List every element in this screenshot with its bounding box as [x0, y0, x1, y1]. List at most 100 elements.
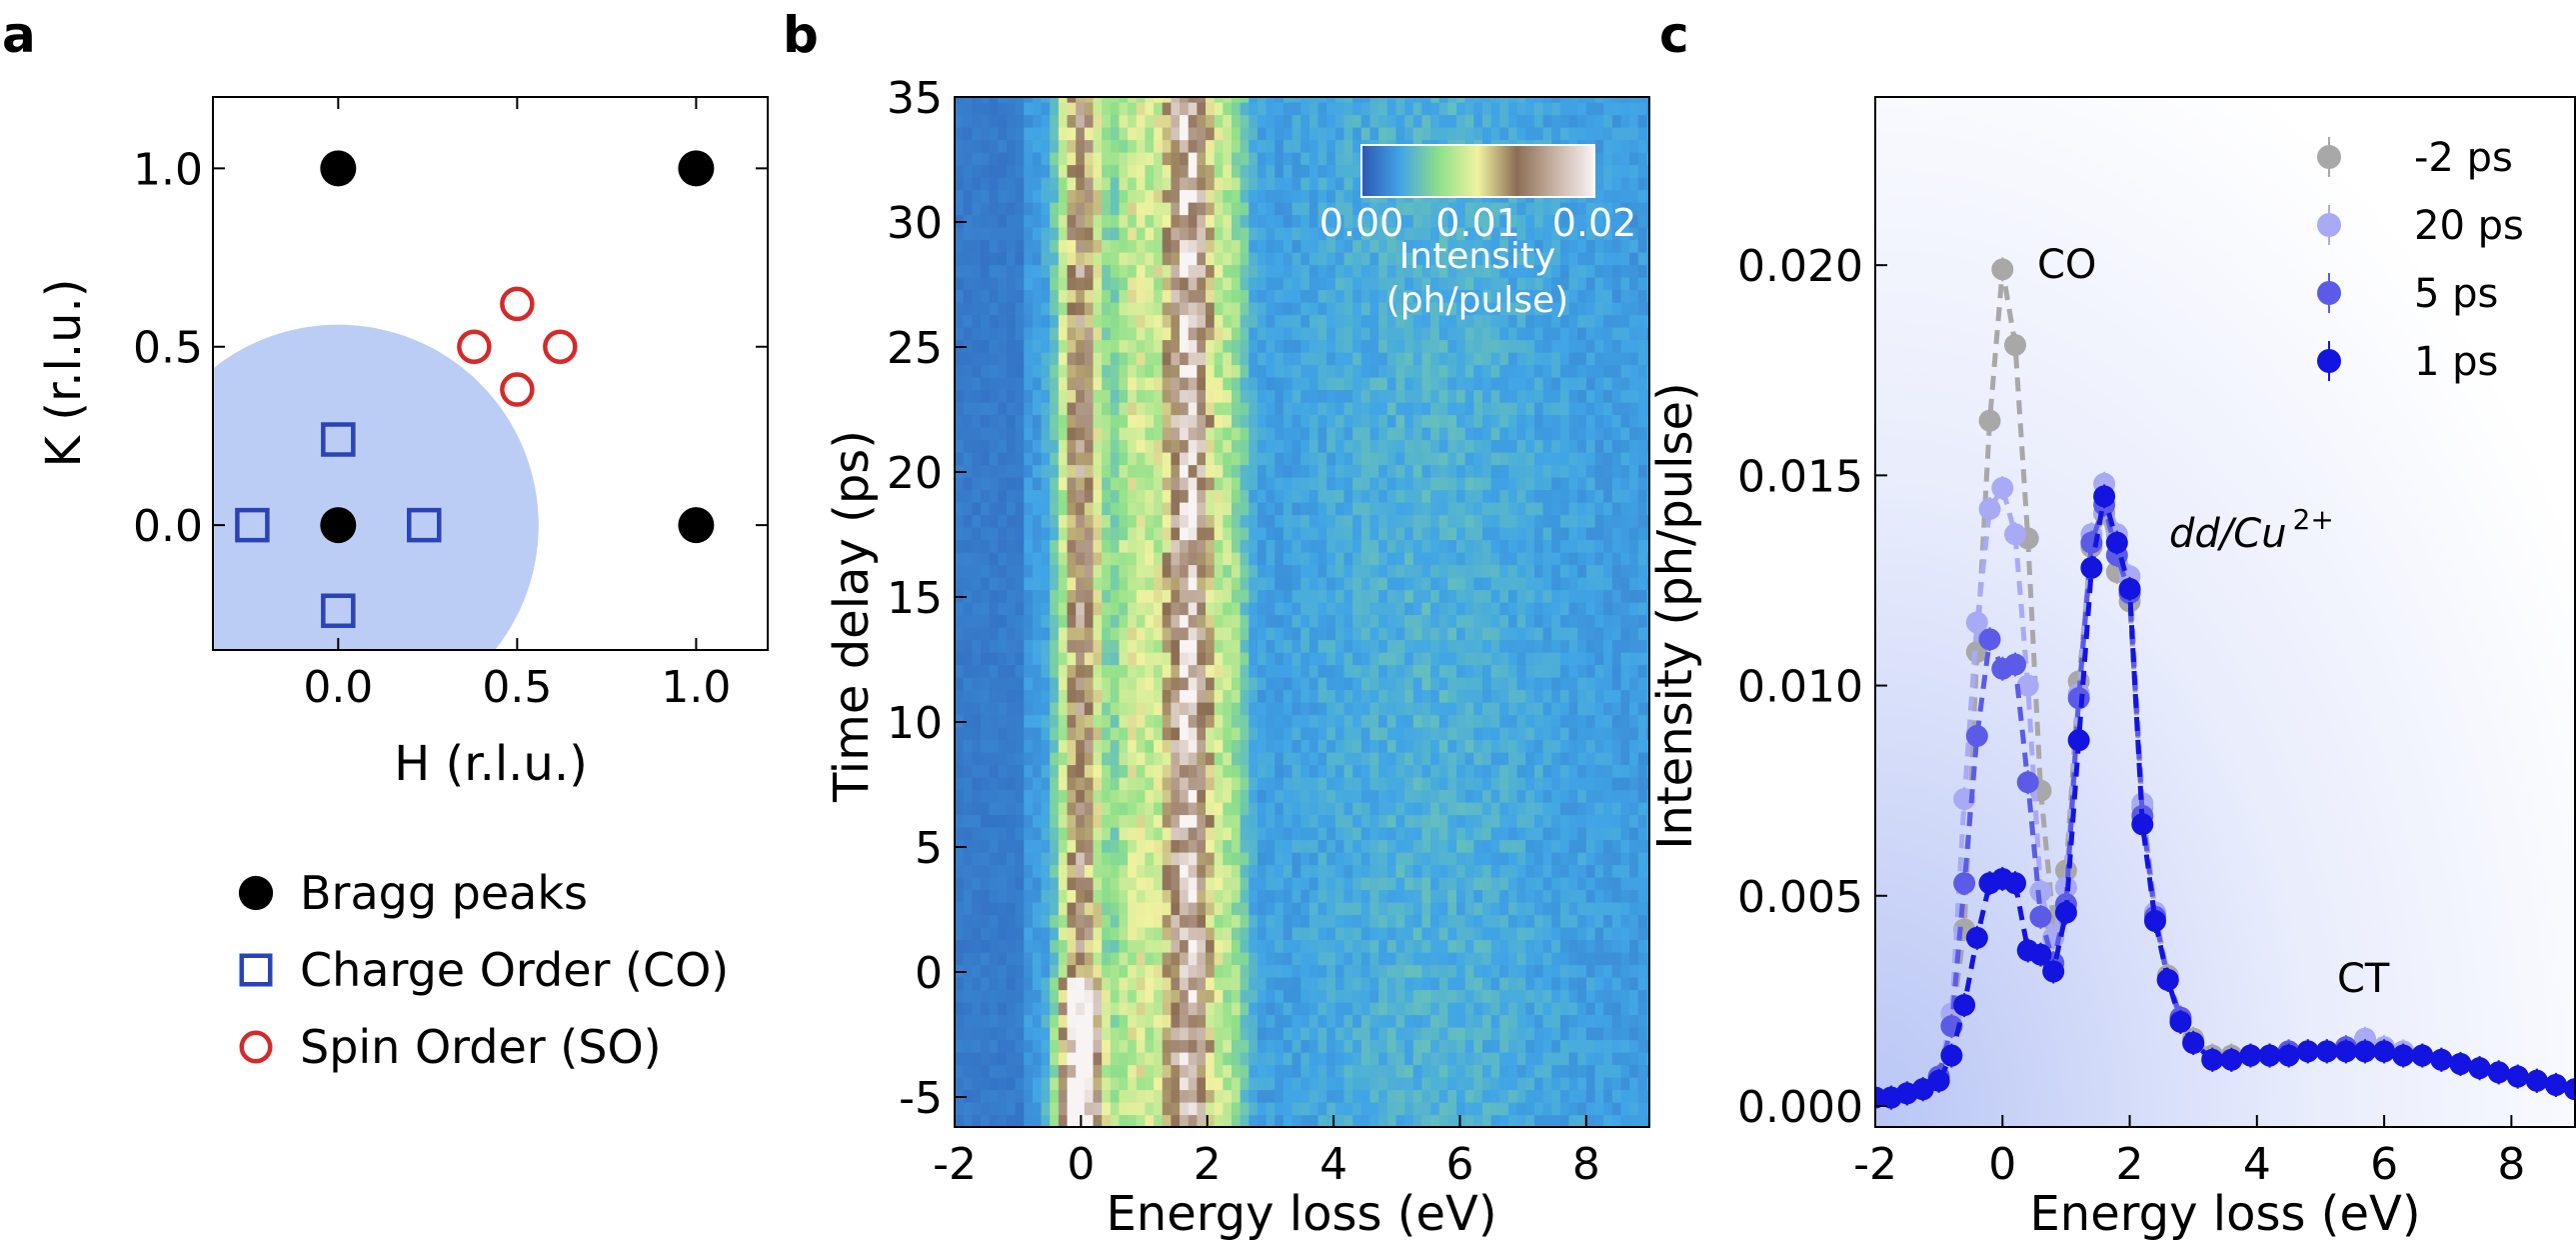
heatmap-cell: [972, 952, 982, 966]
heatmap-cell: [1646, 752, 1649, 766]
heatmap-cell: [1326, 1014, 1336, 1028]
heatmap-cell: [1231, 364, 1242, 378]
heatmap-cell: [1032, 527, 1043, 541]
heatmap-cell: [1456, 877, 1466, 891]
heatmap-cell: [980, 1064, 991, 1078]
heatmap-cell: [1197, 939, 1207, 953]
heatmap-cell: [1611, 602, 1622, 616]
heatmap-cell: [1249, 877, 1259, 891]
heatmap-cell: [1291, 602, 1301, 616]
heatmap-cell: [1291, 1039, 1301, 1053]
heatmap-cell: [1430, 752, 1440, 766]
heatmap-cell: [1464, 602, 1474, 616]
heatmap-cell: [1145, 652, 1155, 666]
heatmap-cell: [1206, 1014, 1216, 1028]
heatmap-cell: [1473, 614, 1483, 628]
heatmap-cell: [1577, 889, 1587, 903]
heatmap-cell: [1352, 1039, 1362, 1053]
heatmap-cell: [1637, 814, 1648, 828]
heatmap-cell: [1240, 877, 1250, 891]
heatmap-cell: [1516, 1077, 1526, 1091]
heatmap-cell: [1024, 464, 1034, 478]
heatmap-cell: [1050, 964, 1060, 978]
heatmap-cell: [1490, 952, 1500, 966]
heatmap-cell: [1084, 839, 1095, 853]
heatmap-cell: [1404, 752, 1414, 766]
heatmap-cell: [972, 564, 982, 578]
heatmap-cell: [1102, 527, 1112, 541]
heatmap-cell: [1076, 677, 1086, 691]
heatmap-cell: [1032, 477, 1043, 491]
heatmap-cell: [1084, 664, 1095, 678]
heatmap-cell: [1585, 977, 1596, 991]
heatmap-cell: [1067, 402, 1077, 416]
heatmap-cell: [963, 889, 973, 903]
heatmap-cell: [1326, 689, 1336, 703]
heatmap-cell: [1378, 564, 1388, 578]
heatmap-cell: [1620, 1077, 1630, 1091]
heatmap-cell: [1283, 1002, 1293, 1016]
heatmap-cell: [1551, 777, 1561, 791]
heatmap-cell: [1629, 839, 1639, 853]
heatmap-cell: [1300, 777, 1310, 791]
heatmap-cell: [1084, 639, 1095, 653]
heatmap-cell: [1067, 477, 1077, 491]
heatmap-cell: [1646, 727, 1649, 741]
heatmap-cell: [1412, 752, 1423, 766]
heatmap-cell: [1464, 1077, 1474, 1091]
heatmap-cell: [1542, 864, 1552, 878]
heatmap-cell: [1386, 502, 1397, 516]
heatmap-cell: [963, 939, 973, 953]
heatmap-cell: [1551, 914, 1561, 928]
heatmap-cell: [1275, 1102, 1285, 1116]
heatmap-cell: [1308, 1089, 1319, 1103]
heatmap-cell: [1464, 802, 1474, 816]
heatmap-cell: [1637, 964, 1648, 978]
heatmap-cell: [1421, 814, 1431, 828]
heatmap-cell: [1490, 439, 1500, 453]
heatmap-cell: [1343, 889, 1353, 903]
heatmap-cell: [1015, 639, 1025, 653]
heatmap-cell: [1559, 1114, 1570, 1127]
heatmap-cell: [1206, 802, 1216, 816]
heatmap-cell: [1559, 664, 1570, 678]
heatmap-cell: [1067, 1052, 1077, 1066]
heatmap-cell: [1378, 914, 1388, 928]
heatmap-cell: [1300, 1077, 1310, 1091]
heatmap-cell: [1102, 489, 1112, 503]
heatmap-cell: [1516, 839, 1526, 853]
heatmap-cell: [1162, 502, 1172, 516]
heatmap-cell: [1041, 1002, 1051, 1016]
heatmap-cell: [1456, 852, 1466, 866]
heatmap-cell: [1568, 764, 1578, 778]
heatmap-cell: [1240, 952, 1250, 966]
heatmap-cell: [955, 652, 965, 666]
heatmap-cell: [1594, 1064, 1604, 1078]
heatmap-cell: [1032, 364, 1043, 378]
heatmap-cell: [1128, 514, 1138, 528]
heatmap-cell: [1352, 364, 1362, 378]
heatmap-cell: [1006, 877, 1017, 891]
heatmap-cell: [1223, 877, 1233, 891]
heatmap-cell: [1093, 902, 1103, 916]
heatmap-cell: [1378, 789, 1388, 803]
heatmap-cell: [1076, 652, 1086, 666]
heatmap-cell: [1516, 464, 1526, 478]
heatmap-cell: [1317, 714, 1327, 728]
heatmap-cell: [1300, 602, 1310, 616]
heatmap-cell: [1266, 889, 1276, 903]
heatmap-cell: [1231, 1089, 1242, 1103]
heatmap-cell: [1629, 1102, 1639, 1116]
heatmap-cell: [1266, 764, 1276, 778]
heatmap-cell: [998, 852, 1008, 866]
heatmap-cell: [1490, 389, 1500, 403]
heatmap-cell: [1180, 539, 1190, 553]
heatmap-cell: [1611, 464, 1622, 478]
heatmap-cell: [1300, 989, 1310, 1003]
heatmap-cell: [1482, 902, 1492, 916]
heatmap-cell: [998, 452, 1008, 466]
heatmap-cell: [1084, 539, 1095, 553]
heatmap-cell: [1473, 1014, 1483, 1028]
heatmap-cell: [1430, 1052, 1440, 1066]
heatmap-cell: [1456, 502, 1466, 516]
